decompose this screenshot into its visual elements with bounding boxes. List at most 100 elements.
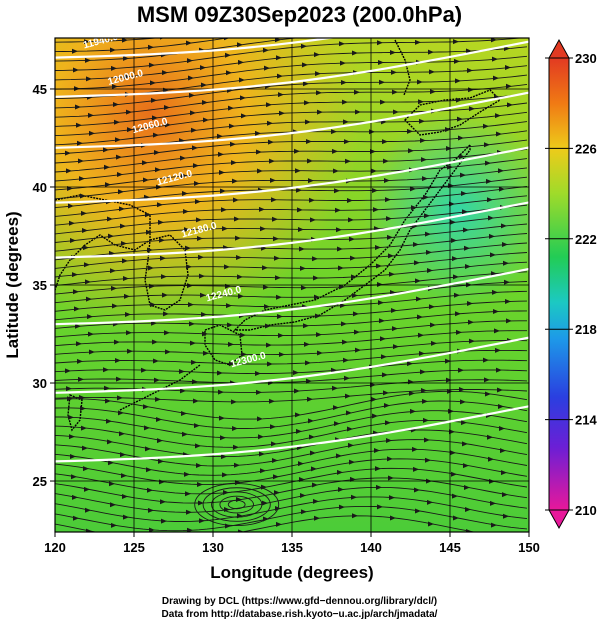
streamline-arrow (426, 10, 432, 15)
streamline-arrow (85, 507, 91, 513)
streamline-arrow (354, 89, 360, 95)
streamline-arrow (191, 359, 197, 365)
streamline-arrow (295, 412, 301, 418)
credit-data-source: Data from http://database.rish.kyoto−u.a… (161, 609, 438, 620)
streamline-arrow (424, 213, 430, 219)
streamline-arrow (343, 357, 349, 363)
streamline-arrow (267, 361, 273, 367)
streamline-arrow (468, 87, 474, 93)
streamline-arrow (427, 30, 433, 35)
streamline-eddy (194, 483, 280, 527)
streamline-arrow (141, 367, 147, 373)
streamline-arrow (146, 467, 152, 473)
streamline-arrow (334, 188, 340, 194)
streamline-arrow (68, 414, 74, 420)
streamline-arrow (158, 219, 164, 225)
streamline-arrow (495, 113, 501, 119)
streamline-arrow (72, 272, 78, 278)
streamline-arrow (393, 344, 399, 350)
streamline-arrow (374, 447, 380, 453)
streamline-arrow (73, 289, 79, 295)
streamline-arrow (108, 233, 114, 239)
streamline-arrow (110, 47, 116, 53)
x-axis-ticks: 120 125 130 135 140 145 150 (44, 532, 540, 555)
streamline-arrow (142, 160, 148, 166)
streamline-arrow (294, 148, 300, 154)
streamline-arrow (495, 347, 501, 353)
streamline-arrow (226, 70, 232, 76)
colorbar-tick-label: 226 (575, 141, 597, 156)
streamline-arrow (316, 90, 322, 96)
streamline-arrow (116, 154, 122, 160)
streamline-arrow (271, 197, 277, 203)
streamline-arrow (493, 309, 499, 315)
streamline-arrow (234, 216, 240, 222)
contour-line (55, 336, 529, 394)
streamline-arrow (379, 79, 385, 85)
streamline-arrow (276, 521, 282, 527)
streamline-arrow (110, 268, 116, 274)
streamline-arrow (107, 216, 113, 222)
streamline-arrow (490, 18, 496, 23)
streamline-arrow (115, 358, 121, 364)
streamline-arrow (107, 439, 113, 445)
streamline (55, 515, 477, 532)
streamline-arrow (484, 142, 490, 148)
streamline-arrow (371, 168, 377, 174)
streamline-arrow (187, 283, 193, 289)
streamline-arrow (376, 263, 382, 269)
streamline-arrow (464, 484, 470, 490)
streamline-arrow (345, 158, 351, 164)
streamline-arrow (334, 421, 340, 427)
streamline-arrow (455, 311, 461, 317)
streamline-arrow (372, 413, 378, 419)
streamline-arrow (200, 65, 206, 71)
streamline-arrow (388, 253, 394, 259)
coastline-asia-mainland (55, 194, 151, 291)
streamline-arrow (505, 65, 511, 71)
streamline-arrow (262, 30, 268, 35)
streamline-arrow (305, 360, 311, 366)
streamline-arrow (199, 518, 205, 524)
streamline-arrow (182, 431, 188, 437)
streamline-arrow (504, 535, 510, 540)
streamline-arrow (486, 178, 492, 184)
streamline-eddy (202, 487, 271, 522)
streamline-arrow (72, 494, 78, 500)
wind-streamlines (55, 10, 528, 540)
streamline-arrow (88, 112, 94, 118)
streamline-arrow (456, 329, 462, 335)
streamline-arrow (347, 426, 353, 432)
streamline-arrow (454, 58, 460, 64)
streamline-arrow (127, 348, 133, 354)
streamline-arrow (145, 212, 151, 218)
streamline-arrow (300, 25, 306, 30)
streamline-arrow (307, 396, 313, 402)
streamline-arrow (197, 235, 203, 241)
streamline-arrow (153, 132, 159, 138)
streamline-arrow (113, 101, 119, 107)
streamline-arrow (369, 129, 375, 135)
streamline-arrow (457, 116, 463, 122)
streamline-arrow (294, 388, 300, 394)
streamline-arrow (111, 285, 117, 291)
streamline-arrow (165, 122, 171, 128)
streamline-arrow (181, 410, 187, 416)
streamline-arrow (269, 158, 275, 164)
streamline-arrow (277, 313, 283, 319)
streamline-arrow (423, 194, 429, 200)
streamline-arrow (195, 443, 201, 449)
streamline-arrow (159, 479, 165, 485)
y-tick-label: 30 (33, 376, 47, 391)
streamline-arrow (389, 30, 395, 35)
streamline-arrow (497, 387, 503, 393)
streamline-arrow (499, 425, 505, 431)
streamline-arrow (74, 306, 80, 312)
streamline-arrow (275, 275, 281, 281)
streamline-arrow (273, 474, 279, 480)
coastline-sakhalin (394, 39, 411, 96)
streamline-arrow (312, 482, 318, 488)
streamline-arrow (463, 227, 469, 233)
streamline-arrow (445, 127, 451, 133)
streamline-arrow (126, 109, 132, 115)
